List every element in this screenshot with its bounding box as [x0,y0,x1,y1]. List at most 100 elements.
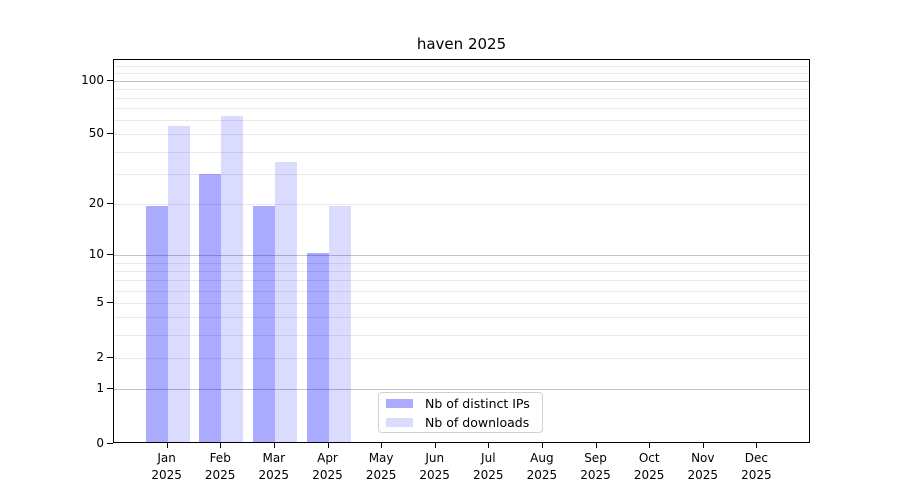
minor-gridline-50 [114,134,809,136]
minor-gridline-7 [114,280,809,282]
x-tick-month-apr: Apr [317,451,338,465]
major-gridline-1 [114,389,809,391]
x-tick-mark-jan [166,443,168,448]
minor-gridline-5 [114,302,809,304]
y-tick-mark-5 [107,301,113,303]
x-tick-label-dec: Dec 2025 [725,450,787,484]
x-tick-month-aug: Aug [530,451,554,465]
minor-gridline-40 [114,151,809,153]
x-tick-mark-jul [488,443,490,448]
x-tick-label-feb: Feb 2025 [189,450,251,484]
x-tick-label-apr: Apr 2025 [297,450,359,484]
x-tick-label-jun: Jun 2025 [404,450,466,484]
x-tick-mark-mar [273,443,275,448]
y-tick-mark-1 [107,388,113,390]
major-gridline-10 [114,255,809,257]
y-tick-label-100: 100 [81,72,104,87]
bar-nb-of-distinct-ips-apr [306,253,329,442]
x-tick-mark-feb [220,443,222,448]
x-tick-month-jan: Jan [157,451,176,465]
y-tick-label-50: 50 [88,126,104,141]
x-tick-label-aug: Aug 2025 [511,450,573,484]
x-tick-label-nov: Nov 2025 [672,450,734,484]
minor-gridline-9 [114,262,809,264]
legend-swatch-nb-of-downloads [386,417,413,427]
x-tick-mark-may [381,443,383,448]
x-tick-month-oct: Oct [638,451,660,465]
bar-nb-of-distinct-ips-feb [199,174,222,442]
minor-gridline-90 [114,88,809,90]
bar-nb-of-downloads-feb [221,115,244,442]
x-tick-year-may: 2025 [365,468,397,482]
x-tick-label-sep: Sep 2025 [565,450,627,484]
bar-nb-of-downloads-mar [274,162,297,442]
legend-item-nb-of-distinct-ips: Nb of distinct IPs [386,394,542,413]
x-tick-year-jul: 2025 [473,468,504,482]
legend-label-nb-of-distinct-ips: Nb of distinct IPs [425,395,530,411]
chart-title: haven 2025 [416,35,507,53]
x-tick-year-oct: 2025 [633,468,665,482]
y-tick-mark-0 [107,443,113,444]
y-tick-mark-50 [107,133,113,135]
minor-gridline-2 [114,357,809,359]
x-tick-mark-apr [327,443,329,448]
x-tick-label-jul: Jul 2025 [457,450,519,484]
y-tick-label-1: 1 [96,381,104,396]
bar-nb-of-downloads-jan [167,126,190,442]
minor-gridline-80 [114,97,809,99]
bar-nb-of-downloads-apr [328,206,351,442]
minor-gridline-120 [114,66,809,68]
y-tick-mark-2 [107,356,113,358]
x-tick-month-may: May [368,451,394,465]
x-tick-label-may: May 2025 [350,450,412,484]
minor-gridline-70 [114,108,809,110]
y-tick-label-5: 5 [96,294,104,309]
minor-gridline-110 [114,73,809,74]
x-tick-mark-aug [541,443,543,448]
legend: Nb of distinct IPs Nb of downloads [378,392,543,433]
x-tick-mark-dec [756,443,758,448]
y-tick-label-0: 0 [96,436,104,450]
legend-item-nb-of-downloads: Nb of downloads [386,413,542,432]
bar-nb-of-distinct-ips-jan [145,206,168,442]
x-tick-year-nov: 2025 [687,468,719,482]
legend-swatch-nb-of-distinct-ips [386,398,413,408]
x-tick-year-sep: 2025 [580,468,611,482]
x-tick-year-feb: 2025 [204,468,236,482]
bars-layer [114,60,809,442]
x-tick-year-jun: 2025 [419,468,450,482]
x-tick-label-jan: Jan 2025 [136,450,198,484]
gridlines-layer [114,60,809,442]
minor-gridline-20 [114,204,809,206]
minor-gridline-30 [114,173,809,175]
y-tick-label-20: 20 [88,196,104,211]
y-tick-label-2: 2 [96,349,104,364]
x-tick-year-mar: 2025 [258,468,290,482]
y-tick-mark-10 [107,254,113,256]
y-tick-label-10: 10 [88,247,104,262]
x-tick-year-jan: 2025 [151,468,182,482]
x-tick-month-mar: Mar [262,451,286,465]
x-tick-year-dec: 2025 [741,468,772,482]
x-tick-label-oct: Oct 2025 [618,450,680,484]
x-tick-mark-sep [595,443,597,448]
x-tick-month-sep: Sep [584,451,607,465]
minor-gridline-8 [114,270,809,272]
x-tick-year-apr: 2025 [312,468,343,482]
x-tick-month-feb: Feb [209,451,231,465]
major-gridline-100 [114,80,809,82]
y-tick-mark-100 [107,79,113,81]
plot-area [113,59,810,443]
x-tick-month-jul: Jul [481,451,496,465]
x-tick-month-dec: Dec [744,451,768,465]
minor-gridline-6 [114,290,809,292]
x-tick-mark-oct [649,443,651,448]
minor-gridline-3 [114,334,809,336]
bar-nb-of-distinct-ips-mar [252,206,275,442]
x-tick-year-aug: 2025 [526,468,558,482]
x-tick-mark-nov [702,443,704,448]
x-tick-label-mar: Mar 2025 [243,450,305,484]
legend-label-nb-of-downloads: Nb of downloads [425,414,530,430]
minor-gridline-60 [114,120,809,122]
